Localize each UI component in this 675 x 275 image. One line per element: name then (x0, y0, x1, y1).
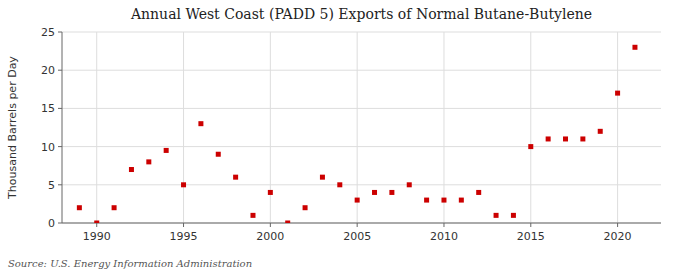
y-tick-label: 5 (48, 179, 55, 192)
y-grid-line (62, 108, 661, 109)
y-tick-label: 20 (41, 64, 55, 77)
y-grid-line (62, 70, 661, 71)
x-grid-line (183, 32, 184, 223)
y-tick-label: 15 (41, 102, 55, 115)
point (112, 205, 117, 210)
y-grid-line (62, 223, 661, 224)
point (424, 198, 429, 203)
point (285, 221, 290, 224)
point (250, 213, 255, 218)
point (389, 190, 394, 195)
point (511, 213, 516, 218)
x-axis-line (62, 223, 661, 224)
point (129, 167, 134, 172)
chart-title: Annual West Coast (PADD 5) Exports of No… (130, 6, 592, 22)
x-tick (530, 223, 531, 227)
source-note: Source: U.S. Energy Information Administ… (8, 258, 252, 269)
point (198, 121, 203, 126)
x-tick-label: 2005 (343, 230, 371, 243)
point (303, 205, 308, 210)
y-tick (58, 146, 62, 147)
grid (62, 32, 661, 223)
point (337, 182, 342, 187)
point (164, 148, 169, 153)
x-grid-line (443, 32, 444, 223)
point (476, 190, 481, 195)
y-tick (58, 108, 62, 109)
y-grid-line (62, 146, 661, 147)
point (632, 45, 637, 50)
x-grid-line (617, 32, 618, 223)
x-grid-line (357, 32, 358, 223)
point (372, 190, 377, 195)
point (146, 159, 151, 164)
point (580, 136, 585, 141)
x-tick (443, 223, 444, 227)
y-tick-label: 25 (41, 26, 55, 39)
point (320, 175, 325, 180)
point (94, 221, 99, 224)
x-tick-label: 1995 (170, 230, 198, 243)
y-tick (58, 32, 62, 33)
x-tick (357, 223, 358, 227)
x-tick-label: 2020 (604, 230, 632, 243)
y-tick-label: 0 (48, 217, 55, 230)
chart-container: 1990 1995 2000 2005 2010 2015 2020 0 5 10 15 20 25 An… (0, 0, 675, 275)
chart-svg: 1990 1995 2000 2005 2010 2015 2020 0 5 10 15 20 25 An… (0, 0, 675, 275)
x-tick-label: 2010 (430, 230, 458, 243)
point (77, 205, 82, 210)
point (494, 213, 499, 218)
y-tick (58, 70, 62, 71)
point (546, 136, 551, 141)
x-grid-line (530, 32, 531, 223)
point (407, 182, 412, 187)
y-axis-label: Thousand Barrels per Day (6, 56, 19, 200)
point (181, 182, 186, 187)
point (216, 152, 221, 157)
point (233, 175, 238, 180)
x-tick (183, 223, 184, 227)
x-tick (270, 223, 271, 227)
x-tick-label: 1990 (83, 230, 111, 243)
point (459, 198, 464, 203)
point (563, 136, 568, 141)
point (441, 198, 446, 203)
y-tick (58, 223, 62, 224)
y-axis-line (62, 32, 63, 223)
x-tick-label: 2000 (256, 230, 284, 243)
point (598, 129, 603, 134)
x-grid-line (96, 32, 97, 223)
y-grid-line (62, 32, 661, 33)
point (615, 91, 620, 96)
x-tick (617, 223, 618, 227)
point (355, 198, 360, 203)
y-grid-line (62, 184, 661, 185)
x-tick-label: 2015 (517, 230, 545, 243)
point (268, 190, 273, 195)
x-tick (96, 223, 97, 227)
y-tick (58, 184, 62, 185)
point (528, 144, 533, 149)
points (77, 45, 638, 223)
axes: 1990 1995 2000 2005 2010 2015 2020 0 5 10 15 20 25 (41, 26, 661, 243)
y-tick-label: 10 (41, 141, 55, 154)
